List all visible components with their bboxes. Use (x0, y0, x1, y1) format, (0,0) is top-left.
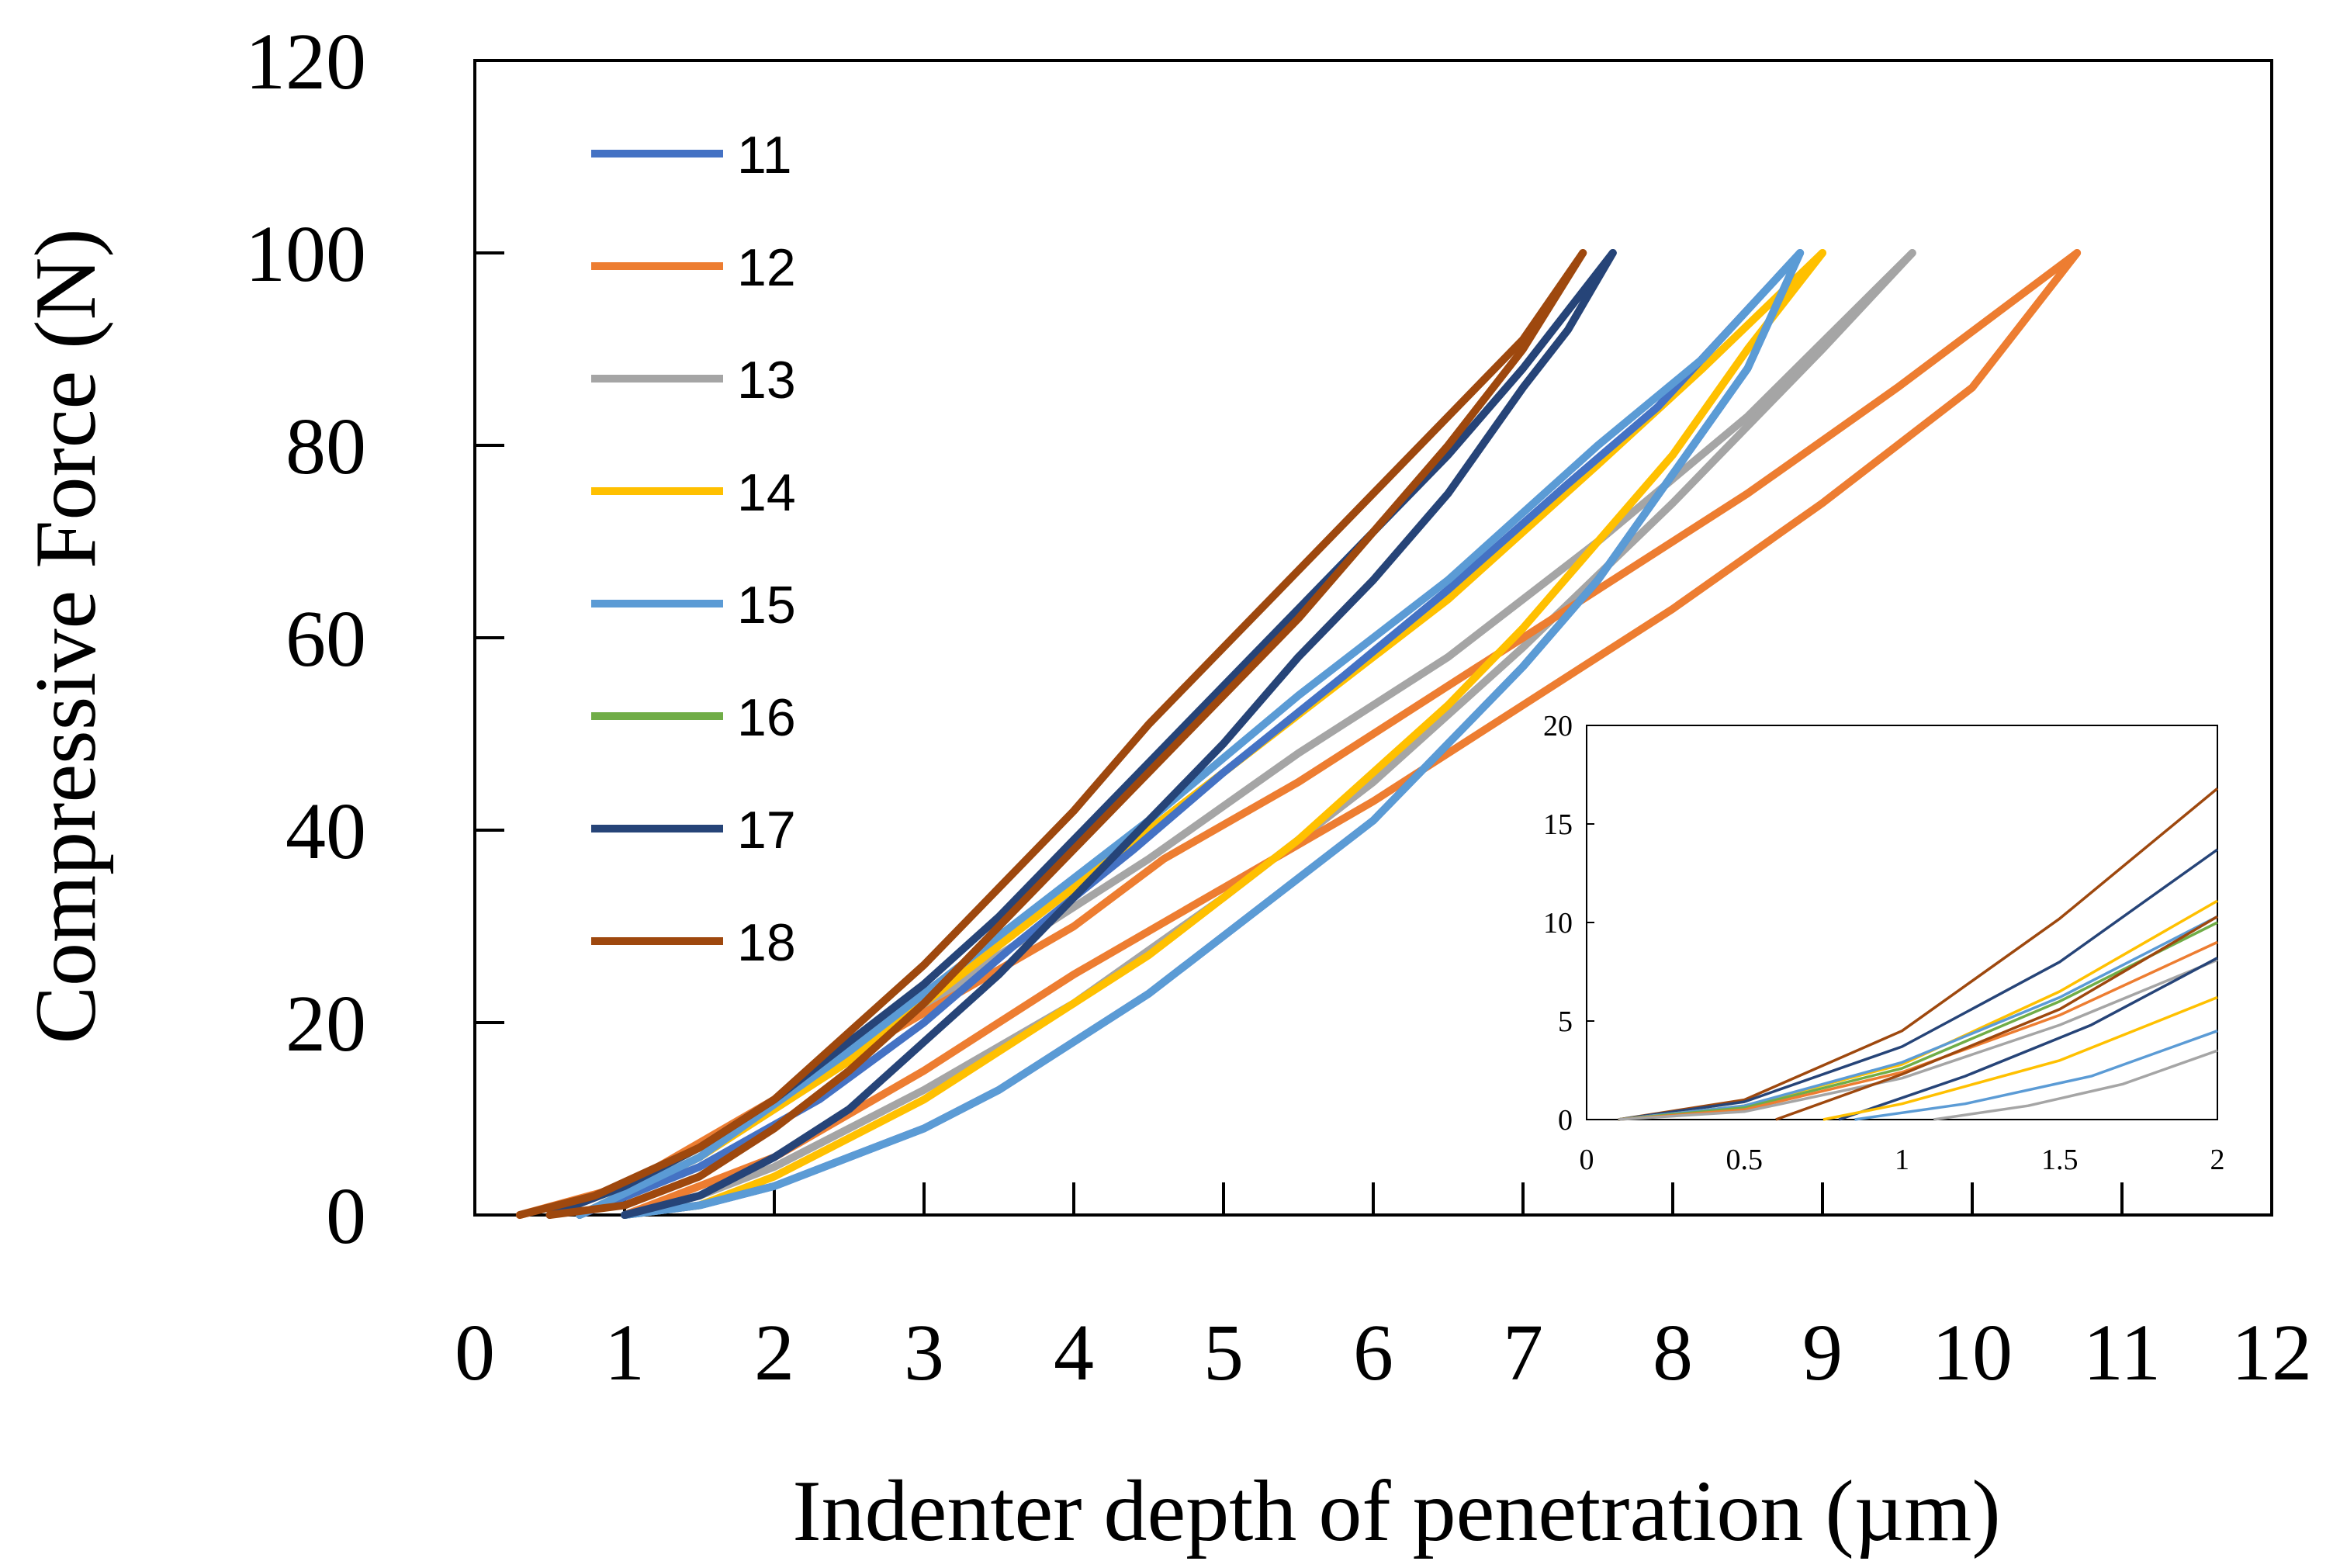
series-15-unloading-curve (621, 249, 1805, 1219)
y-tick-label: 20 (286, 979, 366, 1068)
inset-x-tick-label: 0 (1580, 1144, 1594, 1176)
inset-series-13-curve (1933, 1049, 2218, 1121)
inset-series-18-curve (1775, 915, 2218, 1121)
inset-series-14-curve (1822, 995, 2218, 1121)
series-15-loading-curve (576, 249, 1805, 1219)
x-tick-label: 8 (1653, 1308, 1693, 1397)
inset-x-tick-label: 1 (1895, 1144, 1909, 1176)
series-18-unloading-curve (545, 249, 1587, 1219)
legend-label-11: 11 (737, 126, 792, 185)
inset-x-tick-label: 0.5 (1726, 1144, 1764, 1176)
x-tick-label: 6 (1353, 1308, 1393, 1397)
x-tick-label: 12 (2231, 1308, 2312, 1397)
y-tick-label: 120 (245, 17, 366, 106)
legend-label-12: 12 (737, 238, 796, 297)
legend-label-15: 15 (737, 576, 796, 635)
x-tick-label: 7 (1503, 1308, 1543, 1397)
y-tick-label: 60 (286, 594, 366, 684)
x-tick-label: 3 (904, 1308, 944, 1397)
x-tick-label: 5 (1203, 1308, 1244, 1397)
legend-label-17: 17 (737, 801, 796, 860)
x-tick-label: 2 (754, 1308, 794, 1397)
y-tick-label: 40 (286, 787, 366, 876)
x-tick-label: 1 (604, 1308, 645, 1397)
inset-x-tick-label: 2 (2210, 1144, 2225, 1176)
y-tick-label: 100 (245, 209, 366, 299)
y-axis-label: Compressive Force (N) (18, 228, 114, 1044)
x-tick-label: 9 (1802, 1308, 1843, 1397)
inset-y-tick-label: 5 (1558, 1006, 1573, 1038)
inset-y-tick-label: 0 (1558, 1104, 1573, 1137)
series-18-loading-curve (515, 249, 1587, 1219)
legend-label-13: 13 (737, 351, 796, 410)
inset-series-15-curve (1854, 1030, 2218, 1121)
legend-label-14: 14 (737, 463, 796, 522)
inset-x-tick-label: 1.5 (2041, 1144, 2079, 1176)
x-tick-label: 0 (455, 1308, 495, 1397)
y-tick-label: 80 (286, 402, 366, 491)
inset-series-17-curve (1618, 848, 2219, 1121)
x-tick-label: 4 (1054, 1308, 1094, 1397)
series-12-unloading-curve (621, 249, 2082, 1219)
x-tick-label: 10 (1932, 1308, 2013, 1397)
legend-label-18: 18 (737, 913, 796, 972)
x-tick-label: 11 (2083, 1308, 2161, 1397)
inset-y-tick-label: 15 (1543, 808, 1573, 841)
legend-label-16: 16 (737, 688, 796, 747)
inset-series-13-curve (1618, 958, 2218, 1121)
series-17-unloading-curve (621, 249, 1617, 1219)
inset-frame (1586, 725, 2218, 1120)
x-axis-label: Indenter depth of penetration (µm) (792, 1463, 2000, 1559)
y-tick-label: 0 (326, 1172, 366, 1261)
inset-y-tick-label: 20 (1543, 710, 1573, 742)
inset-y-tick-label: 10 (1543, 907, 1573, 940)
inset-series-17-curve (1838, 957, 2218, 1121)
series-14-unloading-curve (621, 249, 1826, 1219)
